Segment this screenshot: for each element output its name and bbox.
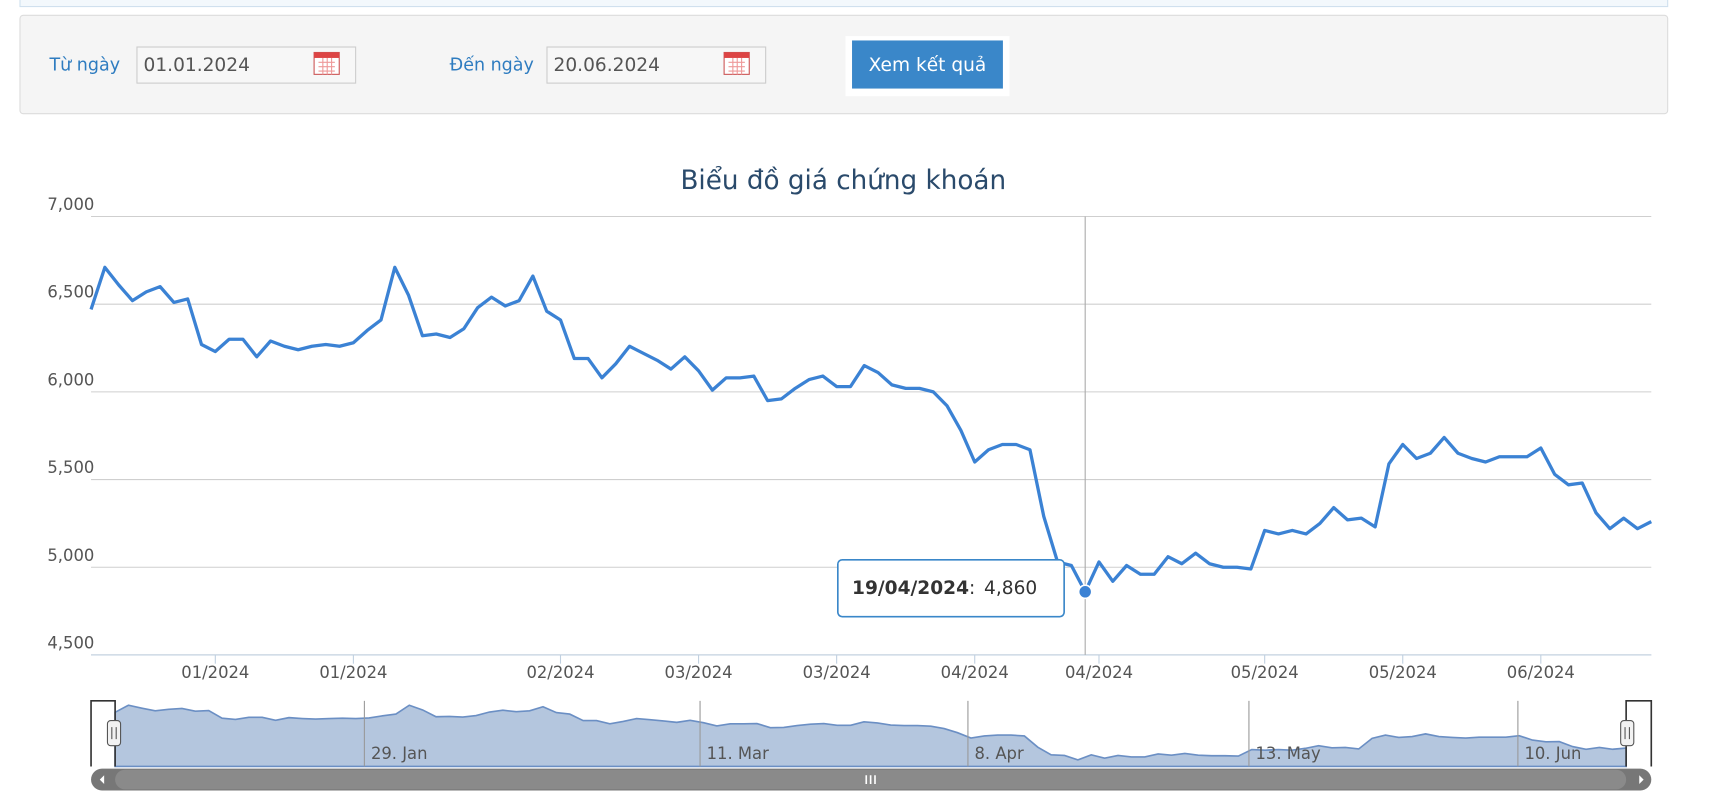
top-strip bbox=[19, 0, 1669, 8]
x-tick-label: 03/2024 bbox=[803, 663, 871, 682]
calendar-icon[interactable] bbox=[723, 51, 750, 75]
navigator-label: 10. Jun bbox=[1524, 744, 1581, 763]
x-tick-label: 06/2024 bbox=[1507, 663, 1575, 682]
price-line bbox=[89, 265, 1653, 594]
from-value[interactable]: 01.01.2024 bbox=[144, 55, 250, 76]
submit-button[interactable] bbox=[852, 40, 1003, 89]
x-tick-label: 05/2024 bbox=[1231, 663, 1299, 682]
scroll-right-arrow bbox=[1639, 775, 1644, 784]
handle-grip bbox=[111, 727, 117, 740]
x-tick-label: 02/2024 bbox=[526, 663, 594, 682]
calendar-icon[interactable] bbox=[313, 51, 340, 75]
y-tick-label: 5,500 bbox=[47, 458, 94, 477]
scroll-left-arrow bbox=[99, 775, 105, 784]
navigator-label: 11. Mar bbox=[707, 744, 769, 763]
y-tick-label: 6,000 bbox=[47, 370, 94, 389]
tooltip-separator: : bbox=[969, 578, 975, 599]
tooltip-text: 19/04/2024: 4,860 bbox=[852, 578, 1037, 599]
x-tick-label: 05/2024 bbox=[1369, 663, 1437, 682]
to-label: Đến ngày bbox=[450, 55, 534, 76]
plot: 4,500 5,000 5,500 6,000 6,500 7,000 01/2024 01/… bbox=[47, 195, 1653, 791]
filter-panel bbox=[19, 14, 1669, 115]
highlight-point bbox=[1077, 584, 1093, 600]
x-tick-label: 04/2024 bbox=[941, 663, 1009, 682]
submit-label[interactable]: Xem kết quả bbox=[869, 54, 987, 76]
tooltip-date: 19/04/2024 bbox=[852, 578, 969, 599]
y-tick-label: 6,500 bbox=[47, 283, 94, 302]
navigator-handle bbox=[1620, 719, 1635, 747]
from-label: Từ ngày bbox=[49, 56, 121, 76]
x-tick-label: 01/2024 bbox=[181, 663, 249, 682]
to-value[interactable]: 20.06.2024 bbox=[554, 55, 660, 76]
navigator-label: 8. Apr bbox=[974, 744, 1023, 763]
navigator-label: 13. May bbox=[1255, 744, 1320, 763]
x-tick-label: 03/2024 bbox=[665, 663, 733, 682]
x-tick-label: 01/2024 bbox=[319, 663, 387, 682]
y-tick-label: 7,000 bbox=[47, 195, 94, 214]
scrollbar-grip bbox=[865, 775, 876, 784]
y-tick-label: 5,000 bbox=[47, 546, 94, 565]
tooltip-value: 4,860 bbox=[984, 578, 1037, 599]
tooltip-box bbox=[836, 558, 1065, 618]
navigator-handle bbox=[106, 719, 122, 747]
x-tick-label: 04/2024 bbox=[1065, 663, 1133, 682]
y-tick-label: 4,500 bbox=[47, 633, 94, 652]
handle-grip bbox=[1624, 727, 1630, 740]
navigator-label: 29. Jan bbox=[371, 744, 428, 763]
chart-title: Biểu đồ giá chứng khoán bbox=[680, 165, 1006, 196]
navigator-area bbox=[114, 704, 1627, 768]
